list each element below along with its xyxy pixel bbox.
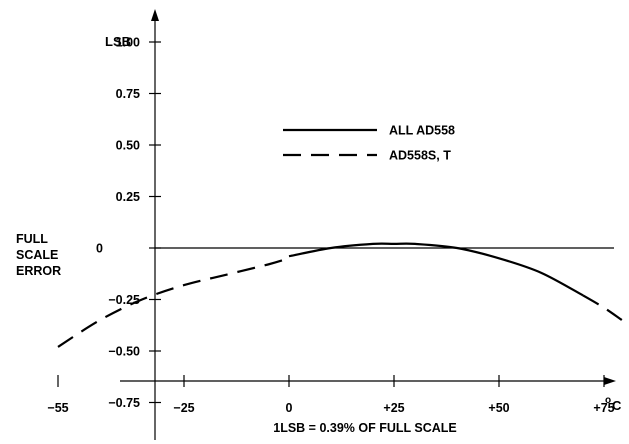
x-tick-label: 0 xyxy=(286,401,293,415)
legend-label: ALL AD558 xyxy=(389,124,455,138)
y-tick-label: 0.75 xyxy=(116,87,140,101)
x-tick-label: −55 xyxy=(47,401,68,415)
scale-note: 1LSB = 0.39% OF FULL SCALE xyxy=(273,421,457,435)
side-label-line-3: ERROR xyxy=(16,264,62,278)
x-axis-arrow-icon xyxy=(604,377,616,385)
y-tick-label: 1.00 xyxy=(116,36,140,50)
x-tick-label: +25 xyxy=(383,401,404,415)
series-ad558s-t-line xyxy=(57,257,629,348)
x-unit-degree: o xyxy=(605,395,611,406)
side-label-line-2: SCALE xyxy=(16,248,59,262)
y-tick-label: 0 xyxy=(96,242,103,256)
series-all-ad558-line xyxy=(288,242,584,297)
y-tick-label: −0.75 xyxy=(108,396,140,410)
x-unit-label: C xyxy=(612,398,622,413)
y-tick-label: 0.50 xyxy=(116,139,140,153)
y-axis-label: LSB xyxy=(105,34,131,49)
y-axis-arrow-icon xyxy=(151,9,159,21)
legend-label: AD558S, T xyxy=(389,149,451,163)
full-scale-error-label: FULL SCALE ERROR xyxy=(16,231,61,279)
x-tick-label: +75 xyxy=(593,401,614,415)
side-label-line-1: FULL xyxy=(16,232,48,246)
y-tick-label: −0.25 xyxy=(108,293,140,307)
x-tick-label: +50 xyxy=(488,401,509,415)
y-tick-label: −0.50 xyxy=(108,345,140,359)
y-tick-label: 0.25 xyxy=(116,190,140,204)
x-tick-label: −25 xyxy=(173,401,194,415)
